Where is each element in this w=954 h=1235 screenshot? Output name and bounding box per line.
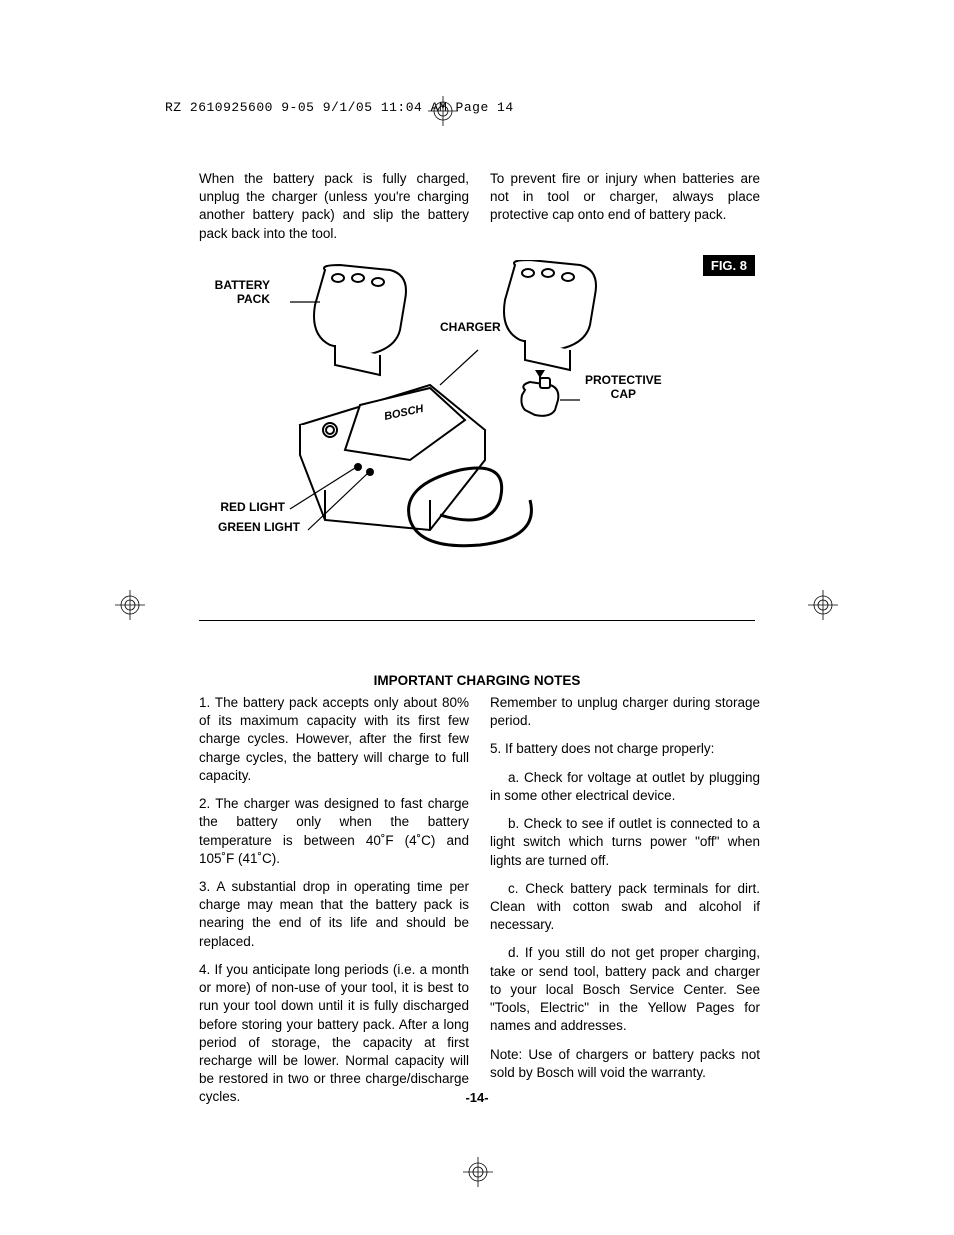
- note-1: 1. The battery pack accepts only about 8…: [199, 694, 469, 785]
- note-2: 2. The charger was designed to fast char…: [199, 795, 469, 868]
- charger-diagram: BOSCH BATTERY PACK CHARGER PROTECTIVE CA…: [230, 260, 710, 555]
- reg-mark-bottom: [463, 1157, 493, 1187]
- note-5a: a. Check for voltage at outlet by pluggi…: [490, 769, 760, 805]
- label-battery-pack: BATTERY PACK: [200, 278, 270, 307]
- note-4b: Remember to unplug charger during storag…: [490, 694, 760, 730]
- reg-mark-right: [808, 590, 838, 620]
- note-5b: b. Check to see if outlet is connected t…: [490, 815, 760, 870]
- label-protective-cap: PROTECTIVE CAP: [585, 373, 662, 402]
- label-charger: CHARGER: [440, 320, 501, 334]
- section-title: IMPORTANT CHARGING NOTES: [0, 673, 954, 688]
- note-5c: c. Check battery pack terminals for dirt…: [490, 880, 760, 935]
- notes-right-column: Remember to unplug charger during storag…: [490, 694, 760, 1092]
- warranty-note: Note: Use of chargers or battery packs n…: [490, 1046, 760, 1082]
- section-divider: [199, 620, 755, 621]
- print-header: RZ 2610925600 9-05 9/1/05 11:04 AM Page …: [165, 100, 514, 115]
- label-red-light: RED LIGHT: [215, 500, 285, 514]
- note-5: 5. If battery does not charge properly:: [490, 740, 760, 758]
- reg-mark-top: [428, 96, 458, 126]
- top-para-left: When the battery pack is fully charged, …: [199, 170, 469, 243]
- reg-mark-left: [115, 590, 145, 620]
- figure-label: FIG. 8: [703, 255, 755, 276]
- notes-left-column: 1. The battery pack accepts only about 8…: [199, 694, 469, 1117]
- top-para-right: To prevent fire or injury when batteries…: [490, 170, 760, 225]
- label-green-light: GREEN LIGHT: [200, 520, 300, 534]
- page-number: -14-: [0, 1090, 954, 1105]
- note-3: 3. A substantial drop in operating time …: [199, 878, 469, 951]
- note-4: 4. If you anticipate long periods (i.e. …: [199, 961, 469, 1107]
- note-5d: d. If you still do not get proper chargi…: [490, 944, 760, 1035]
